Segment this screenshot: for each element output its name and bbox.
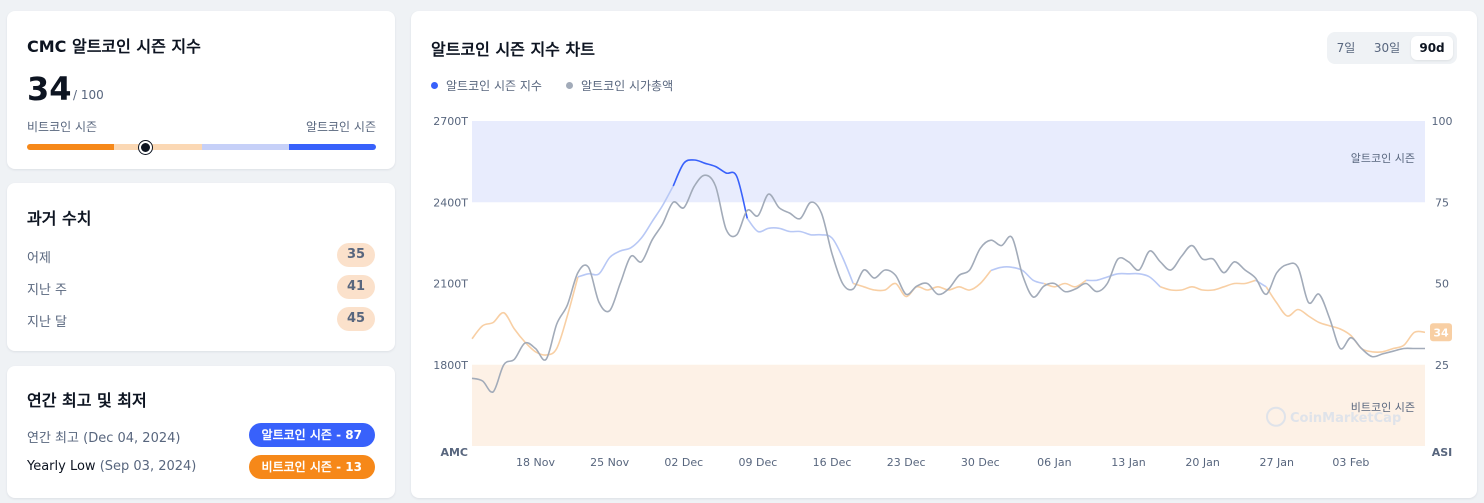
- legend-mcap[interactable]: 알트코인 시가총액: [566, 77, 673, 94]
- altseason-index-card: CMC 알트코인 시즌 지수 34 / 100 비트코인 시즌 알트코인 시즌: [7, 11, 395, 169]
- x-axis-tick: 06 Jan: [1037, 456, 1071, 469]
- altseason-chart-card: 알트코인 시즌 지수 차트 7일 30일 90d 알트코인 시즌 지수 알트코인…: [411, 11, 1477, 498]
- yearly-high-date: (Dec 04, 2024): [83, 431, 181, 446]
- x-axis-tick: 27 Jan: [1260, 456, 1294, 469]
- right-axis-tick: 75: [1435, 196, 1449, 209]
- history-label: 지난 달: [27, 315, 68, 330]
- yearly-low-badge: 비트코인 시즌 - 13: [248, 455, 375, 479]
- bitcoin-season-label: 비트코인 시즌: [27, 120, 98, 134]
- yearly-low-label: Yearly Low (Sep 03, 2024): [27, 459, 196, 474]
- index-position-knob: [139, 141, 153, 154]
- index-series-line: [746, 217, 854, 284]
- index-series-line: [990, 266, 1045, 285]
- right-axis-tick: 50: [1435, 278, 1449, 291]
- scale-segment-btc: [27, 144, 115, 150]
- left-axis-tick: 2400T: [433, 196, 468, 209]
- x-axis-tick: 16 Dec: [813, 456, 852, 469]
- x-axis-tick: 13 Jan: [1111, 456, 1145, 469]
- right-axis-tick: 100: [1432, 115, 1453, 128]
- x-axis-tick: 02 Dec: [664, 456, 703, 469]
- mcap-series-line: [471, 174, 1425, 394]
- yearly-title: 연간 최고 및 최저: [27, 391, 147, 410]
- x-axis-tick: 30 Dec: [961, 456, 1000, 469]
- history-value-badge: 35: [337, 243, 375, 267]
- index-series-line: [577, 185, 674, 278]
- left-axis-label: AMC: [440, 446, 468, 459]
- legend-index[interactable]: 알트코인 시즌 지수: [431, 77, 542, 94]
- right-axis-tick: 25: [1435, 359, 1449, 372]
- index-series-line: [1086, 272, 1161, 288]
- index-value: 34: [27, 70, 72, 108]
- watermark: CoinMarketCap: [1290, 411, 1401, 426]
- index-series-line: [672, 159, 749, 219]
- index-series-line: [1160, 279, 1256, 292]
- x-axis-tick: 18 Nov: [516, 456, 555, 469]
- historical-values-card: 과거 수치 어제 35 지난 주 41 지난 달 45: [7, 183, 395, 351]
- x-axis-tick: 20 Jan: [1185, 456, 1219, 469]
- history-row-yesterday: 어제 35: [27, 243, 375, 267]
- left-axis-tick: 2100T: [433, 278, 468, 291]
- index-scale-bar: [27, 144, 376, 150]
- yearly-high-label: 연간 최고 (Dec 04, 2024): [27, 427, 180, 446]
- yearly-low-text: Yearly Low: [27, 459, 96, 474]
- tab-30d[interactable]: 30일: [1373, 41, 1401, 55]
- index-card-title: CMC 알트코인 시즌 지수: [27, 37, 201, 56]
- left-axis-tick: 2700T: [433, 115, 468, 128]
- x-axis-tick: 25 Nov: [590, 456, 629, 469]
- yearly-high-text: 연간 최고: [27, 431, 79, 446]
- scale-segment-alt-light: [201, 144, 289, 150]
- legend-mcap-label: 알트코인 시가총액: [581, 79, 674, 93]
- x-axis-tick: 09 Dec: [739, 456, 778, 469]
- left-axis-tick: 1800T: [433, 359, 468, 372]
- x-axis-tick: 03 Feb: [1332, 456, 1369, 469]
- scale-segment-btc-light: [114, 144, 202, 150]
- yearly-low-date: (Sep 03, 2024): [99, 459, 197, 474]
- current-value-badge-bg: [1430, 323, 1452, 342]
- history-row-last-week: 지난 주 41: [27, 275, 375, 299]
- yearly-high-badge: 알트코인 시즌 - 87: [248, 423, 375, 447]
- tab-7d[interactable]: 7일: [1336, 41, 1356, 55]
- altcoin-season-zone: [472, 121, 1425, 203]
- history-value-badge: 45: [337, 307, 375, 331]
- index-series-line: [852, 269, 992, 298]
- bitcoin-season-zone: [472, 364, 1425, 446]
- timeframe-tabs: 7일 30일 90d: [1327, 32, 1457, 64]
- x-axis-tick: 23 Dec: [887, 456, 926, 469]
- right-axis-label: ASI: [1432, 446, 1453, 459]
- index-series-line: [1255, 279, 1267, 288]
- watermark-logo-icon: [1266, 406, 1286, 427]
- legend-mcap-dot: [566, 82, 573, 89]
- current-value-badge: 34: [1433, 326, 1449, 339]
- chart-title: 알트코인 시즌 지수 차트: [431, 40, 595, 59]
- yearly-low-row: Yearly Low (Sep 03, 2024) 비트코인 시즌 - 13: [27, 455, 375, 479]
- scale-segment-alt: [288, 144, 376, 150]
- index-series-line: [1043, 279, 1087, 288]
- history-value-badge: 41: [337, 275, 375, 299]
- index-series-line: [471, 276, 579, 356]
- history-title: 과거 수치: [27, 209, 92, 228]
- history-label: 어제: [27, 251, 51, 266]
- tab-90d[interactable]: 90d: [1411, 36, 1453, 60]
- history-row-last-month: 지난 달 45: [27, 307, 375, 331]
- index-max: / 100: [73, 88, 104, 102]
- altcoin-season-label: 알트코인 시즌: [305, 120, 376, 134]
- legend-index-dot: [431, 82, 438, 89]
- yearly-high-row: 연간 최고 (Dec 04, 2024) 알트코인 시즌 - 87: [27, 423, 375, 447]
- zone-label-altcoin-season: 알트코인 시즌: [1351, 151, 1415, 165]
- legend-index-label: 알트코인 시즌 지수: [446, 79, 542, 93]
- index-series-line: [1265, 286, 1426, 353]
- history-label: 지난 주: [27, 283, 68, 298]
- zone-label-bitcoin-season: 비트코인 시즌: [1351, 401, 1415, 414]
- yearly-high-low-card: 연간 최고 및 최저 연간 최고 (Dec 04, 2024) 알트코인 시즌 …: [7, 366, 395, 498]
